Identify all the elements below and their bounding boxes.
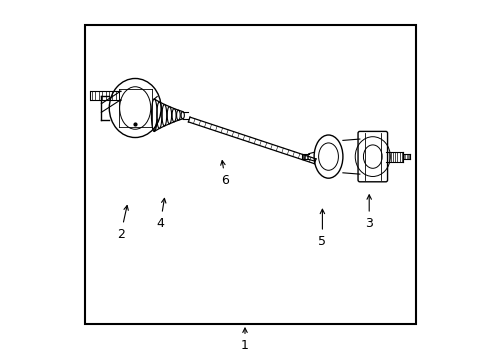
Text: 4: 4 xyxy=(156,198,166,230)
Text: 5: 5 xyxy=(318,209,326,248)
Bar xyxy=(85,25,416,324)
Text: 2: 2 xyxy=(117,206,128,240)
Text: 6: 6 xyxy=(220,161,229,186)
Text: 1: 1 xyxy=(241,328,249,352)
Text: 3: 3 xyxy=(365,195,373,230)
